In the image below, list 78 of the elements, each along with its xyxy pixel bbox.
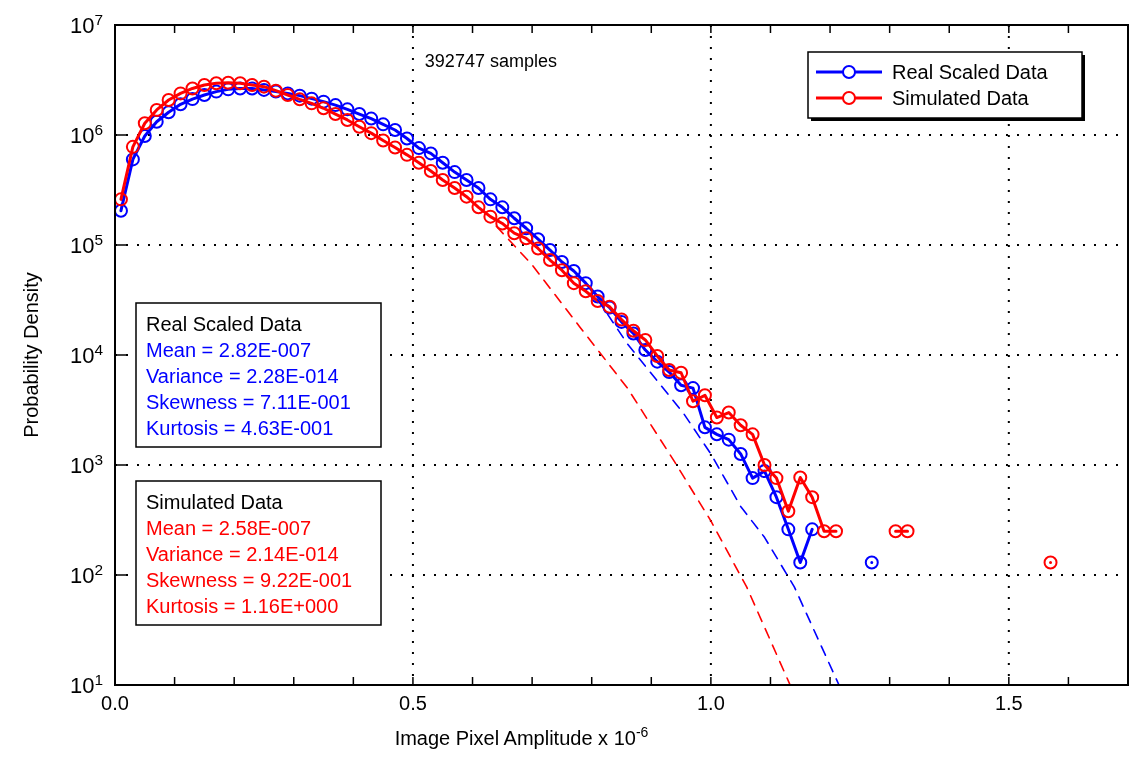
point (459, 172, 474, 187)
point (507, 211, 522, 226)
point (304, 91, 319, 106)
point (115, 203, 128, 218)
annotation: 392747 samples (424, 51, 557, 71)
point (423, 146, 438, 161)
x-tick-label: 0.0 (101, 692, 129, 714)
point (411, 141, 426, 156)
annotation: Mean = 2.58E-007 (146, 517, 312, 539)
point (161, 105, 176, 120)
annotation: Real Scaled Data (146, 313, 303, 335)
point (173, 97, 188, 112)
point (674, 378, 689, 393)
y-tick-label: 10$^{3}$ (69, 450, 103, 478)
annotation: Mean = 2.82E-007 (146, 339, 312, 361)
annotation: Variance = 2.28E-014 (146, 365, 339, 387)
point (364, 111, 379, 126)
point (435, 155, 450, 170)
legend-label: Real Scaled Data (892, 61, 1049, 83)
point (399, 131, 414, 146)
point (125, 152, 140, 167)
point (352, 107, 367, 122)
point (793, 555, 808, 570)
point (185, 92, 200, 107)
point (686, 381, 701, 396)
annotation: Variance = 2.14E-014 (146, 543, 339, 565)
point (769, 490, 784, 505)
point (471, 180, 486, 195)
point (447, 165, 462, 180)
point (137, 128, 152, 143)
y-axis-title: Probability Density (20, 272, 42, 438)
point (531, 232, 546, 247)
point (209, 84, 224, 99)
annotation: Skewness = 9.22E-001 (146, 569, 353, 591)
point (566, 264, 581, 279)
point (542, 243, 557, 258)
legend-label: Simulated Data (892, 87, 1030, 109)
annotation: Kurtosis = 4.63E-001 (146, 417, 334, 439)
y-tick-label: 10$^{4}$ (69, 340, 104, 368)
point (721, 432, 736, 447)
x-axis-title: Image Pixel Amplitude x 10$^{-6}$ (394, 724, 649, 749)
point (149, 114, 164, 129)
y-tick-label: 10$^{7}$ (69, 10, 103, 38)
point (483, 192, 498, 207)
point (745, 471, 760, 486)
x-tick-label: 1.5 (994, 692, 1023, 714)
point (864, 555, 879, 570)
y-tick-label: 10$^{1}$ (69, 670, 103, 698)
point (578, 276, 593, 291)
point (554, 255, 569, 270)
point (757, 464, 772, 479)
point (316, 94, 331, 109)
point (292, 88, 307, 103)
x-tick-label: 1.0 (696, 692, 725, 714)
point (388, 123, 403, 138)
point (495, 200, 510, 215)
point (590, 289, 605, 304)
point (697, 420, 712, 435)
point (340, 102, 355, 117)
point (781, 522, 796, 537)
y-tick-label: 10$^{6}$ (69, 120, 103, 148)
point (376, 117, 391, 132)
point (650, 354, 665, 369)
annotation: Skewness = 7.11E-001 (146, 391, 351, 413)
annotation: Kurtosis = 1.16E+000 (146, 595, 339, 617)
x-tick-label: 0.5 (399, 692, 427, 714)
y-tick-label: 10$^{5}$ (69, 230, 103, 258)
annotation: Simulated Data (146, 491, 284, 513)
point (638, 343, 653, 358)
point (733, 446, 748, 461)
y-tick-label: 10$^{2}$ (69, 560, 103, 588)
point (245, 81, 260, 96)
point (805, 522, 820, 537)
point (197, 88, 212, 102)
point (709, 427, 724, 442)
point (519, 221, 534, 236)
point (221, 82, 236, 97)
point (328, 98, 343, 113)
